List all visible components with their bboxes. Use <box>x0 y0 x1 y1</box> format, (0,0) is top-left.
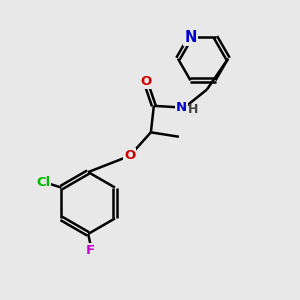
Text: O: O <box>140 75 151 88</box>
Text: Cl: Cl <box>36 176 50 189</box>
Text: O: O <box>124 149 135 162</box>
Text: H: H <box>188 103 198 116</box>
Text: F: F <box>86 244 95 256</box>
Text: N: N <box>184 29 197 44</box>
Text: N: N <box>176 101 188 114</box>
